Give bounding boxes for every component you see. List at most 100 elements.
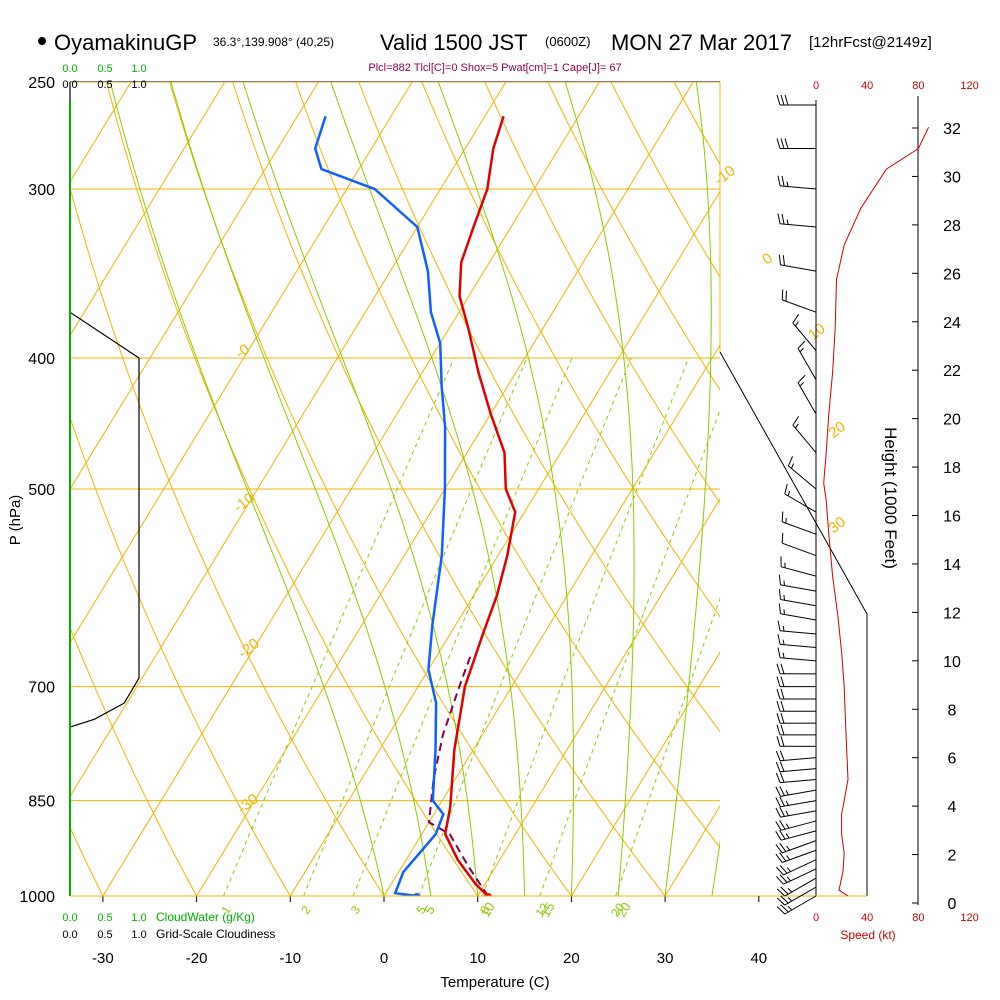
wind-barb-flag	[777, 634, 781, 645]
wind-barb-flag	[776, 897, 786, 906]
wind-barb-flag	[779, 796, 785, 807]
wind-barb-staff	[781, 566, 817, 577]
temperature-trace	[443, 115, 517, 896]
wind-barb-flag	[776, 138, 781, 149]
wind-barb	[777, 213, 817, 228]
mixing-ratio-lines	[223, 357, 720, 896]
height-tick-label: 12	[943, 605, 961, 622]
wind-barb	[797, 374, 817, 415]
wind-barb	[776, 138, 817, 150]
wind-barb	[777, 175, 817, 190]
wind-barb	[775, 772, 817, 784]
dry-adiabat-line	[106, 82, 479, 896]
wind-barb	[775, 820, 817, 831]
wind-barb	[778, 589, 817, 607]
isobars	[70, 82, 720, 896]
x-tick-label: 10	[469, 950, 486, 967]
mixing-ratio-line	[352, 357, 573, 896]
valid-utc: (0600Z)	[545, 34, 591, 49]
dry-adiabat-label: -10	[711, 162, 739, 189]
wind-barb-flag	[780, 663, 785, 674]
speed-tick-top: 0	[813, 80, 819, 92]
mixing-ratio-line	[223, 357, 455, 896]
mixing-ratio-label: 2	[298, 903, 313, 917]
wind-barb-flag	[776, 876, 784, 885]
wind-barb-staff	[782, 299, 817, 313]
x-tick-label: -30	[92, 950, 114, 967]
wind-barb	[775, 806, 817, 818]
moist-adiabat-label: 10	[477, 900, 497, 920]
wind-barb	[776, 663, 817, 675]
cloudiness-tick-bottom: 1.0	[131, 929, 146, 941]
y-axis-title: P (hPa)	[7, 495, 24, 546]
wind-barb-half-flag	[782, 652, 785, 659]
height-tick-label: 26	[943, 266, 961, 283]
wind-barb-flag	[797, 340, 806, 349]
wind-barb-staff	[781, 820, 817, 831]
mixing-ratio-line	[539, 409, 720, 896]
speed-tick-bottom: 120	[960, 912, 978, 924]
moist-adiabat-line	[664, 82, 712, 896]
height-tick-label: 18	[943, 460, 961, 477]
wind-barb-flag	[777, 213, 781, 224]
cloud-water-tick-bottom: 0.0	[62, 912, 77, 924]
wind-barb-flag	[780, 886, 789, 895]
wind-barb-half-flag	[785, 823, 790, 829]
height-tick-label: 8	[948, 702, 957, 719]
wind-barb-flag	[775, 797, 781, 808]
wind-barb-half-flag	[799, 382, 804, 387]
wind-barb-staff	[788, 465, 817, 490]
wind-barb-flag	[782, 255, 785, 266]
x-tick-label: -20	[186, 950, 208, 967]
wind-barb-flag	[775, 853, 783, 863]
wind-barb-flag	[776, 724, 781, 736]
dewpoint-trace	[313, 115, 447, 896]
dry-adiabat-label: 0	[759, 250, 776, 269]
wind-barb-staff	[784, 877, 817, 897]
wind-barb-flag	[775, 761, 781, 772]
wind-barb-staff	[780, 757, 817, 762]
moist-adiabat-labels: 5 10 15 20	[421, 900, 633, 920]
dry-adiabat-line	[421, 82, 720, 618]
wind-barb	[781, 511, 817, 535]
cloudiness-tick-top: 0.5	[97, 79, 112, 91]
height-tick-label: 22	[943, 363, 961, 380]
x-tick-label: 20	[563, 950, 580, 967]
dry-adiabat-line	[70, 415, 291, 896]
wind-barb-staff	[780, 800, 817, 808]
dry-adiabat-line	[358, 82, 720, 733]
height-tick-label: 16	[943, 509, 961, 526]
wind-barb-staff	[782, 849, 817, 863]
height-tick-label: 20	[943, 412, 961, 429]
wind-barb-flag	[775, 786, 781, 797]
height-axis-title: Height (1000 Feet)	[881, 427, 900, 569]
wind-barb-flag	[780, 904, 789, 913]
wind-barb-flag	[780, 736, 785, 747]
wind-barb	[776, 713, 817, 724]
wind-barb-flag	[779, 830, 786, 840]
wind-barb-flag	[775, 844, 783, 854]
isotherm-line	[477, 497, 720, 896]
wind-barb	[775, 840, 817, 854]
wind-barb-staff	[780, 630, 817, 635]
wind-barb-flag	[779, 852, 787, 862]
wind-barb-half-flag	[799, 347, 804, 353]
wind-barb-half-flag	[787, 888, 793, 893]
wind-barb	[781, 289, 817, 313]
wind-barb-flag	[776, 701, 781, 712]
wind-barb-flag	[779, 806, 785, 817]
wind-barb-staff	[780, 657, 817, 662]
wind-barb	[777, 634, 817, 649]
isotherm-line	[383, 344, 720, 896]
wind-barb-flag	[780, 895, 789, 904]
wind-barb-staff	[797, 348, 817, 380]
wind-barb-flag	[778, 574, 781, 585]
wind-barb-flag	[775, 807, 781, 818]
cloudiness-profile	[69, 82, 140, 896]
wind-barb-half-flag	[783, 580, 785, 586]
dry-adiabat-label: 30	[825, 513, 849, 537]
x-tick-label: -10	[279, 950, 301, 967]
wind-barb-half-flag	[786, 181, 789, 187]
x-tick-label: 30	[657, 950, 674, 967]
